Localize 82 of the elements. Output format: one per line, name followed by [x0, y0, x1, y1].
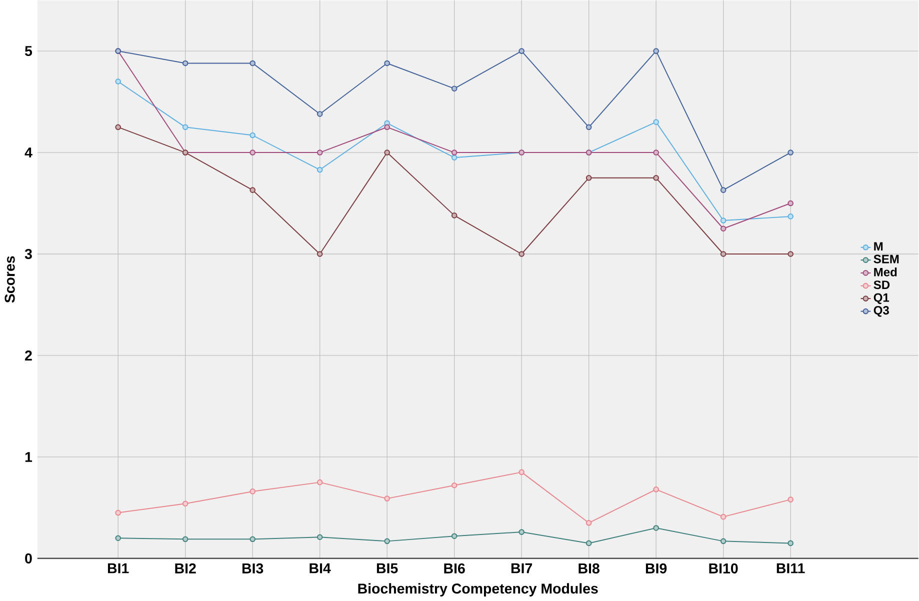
point — [316, 150, 323, 156]
point — [316, 479, 323, 486]
point — [250, 536, 256, 542]
point — [518, 529, 524, 535]
x-tick-label: BI9 — [646, 563, 667, 574]
x-tick-label: BI6 — [444, 563, 465, 574]
point — [384, 124, 390, 130]
x-tick-label: BI4 — [310, 563, 331, 574]
point — [182, 500, 188, 506]
point — [182, 124, 188, 130]
point — [653, 48, 659, 54]
point — [250, 187, 256, 193]
x-tick-label: BI1 — [108, 563, 129, 574]
legend-label: Med — [874, 267, 897, 276]
legend-label: Q1 — [874, 293, 890, 304]
point — [653, 486, 659, 492]
y-tick-label: 2 — [25, 350, 32, 360]
point — [182, 536, 188, 542]
point — [451, 86, 458, 92]
x-tick-label: BI10 — [709, 563, 738, 574]
point — [653, 119, 659, 125]
point — [788, 251, 794, 257]
point — [720, 251, 726, 257]
point — [653, 150, 659, 156]
point — [720, 218, 726, 224]
legend-label: Q3 — [874, 306, 889, 317]
x-tick-label: BI5 — [376, 563, 398, 574]
point — [384, 538, 390, 544]
y-tick-label: 3 — [24, 248, 32, 259]
point — [788, 540, 794, 546]
x-axis-title: Biochemistry Competency Modules — [358, 583, 598, 596]
point — [250, 488, 256, 494]
point — [384, 60, 390, 66]
point — [788, 200, 794, 206]
point — [586, 124, 592, 130]
point — [115, 535, 121, 541]
point — [451, 212, 458, 218]
point — [586, 540, 592, 546]
point — [451, 533, 458, 539]
point — [182, 60, 188, 66]
point — [316, 110, 323, 117]
x-tick-label: BI8 — [578, 563, 600, 574]
point — [250, 60, 256, 66]
point — [384, 496, 390, 502]
point — [720, 187, 726, 193]
y-tick-label: 5 — [24, 46, 32, 56]
point — [788, 150, 794, 156]
point — [653, 174, 659, 181]
point — [720, 226, 726, 232]
point — [115, 510, 121, 516]
x-tick-label: BI3 — [242, 563, 264, 574]
point — [316, 251, 323, 257]
point — [115, 124, 121, 130]
point — [316, 534, 323, 540]
point — [653, 524, 659, 531]
y-axis-title: Scores — [4, 256, 15, 303]
point — [720, 514, 726, 520]
point — [518, 48, 524, 54]
point — [250, 132, 256, 138]
legend-label: M — [874, 242, 883, 250]
point — [451, 482, 458, 488]
point — [316, 166, 323, 173]
point — [115, 78, 121, 84]
point — [451, 154, 458, 160]
x-tick-label: BI11 — [776, 563, 805, 574]
point — [788, 496, 794, 502]
point — [788, 213, 794, 220]
y-tick-label: 1 — [25, 452, 32, 462]
point — [586, 174, 592, 181]
point — [518, 251, 524, 257]
x-tick-label: BI7 — [511, 563, 532, 574]
y-tick-label: 0 — [25, 553, 32, 564]
point — [451, 150, 458, 156]
y-tick-label: 4 — [24, 148, 32, 158]
point — [720, 538, 726, 544]
point — [586, 520, 592, 526]
point — [518, 469, 524, 475]
legend-label: SEM — [874, 254, 899, 264]
legend-label: SD — [874, 280, 890, 289]
x-tick-label: BI2 — [175, 563, 196, 574]
point — [384, 150, 390, 156]
point — [250, 150, 256, 156]
